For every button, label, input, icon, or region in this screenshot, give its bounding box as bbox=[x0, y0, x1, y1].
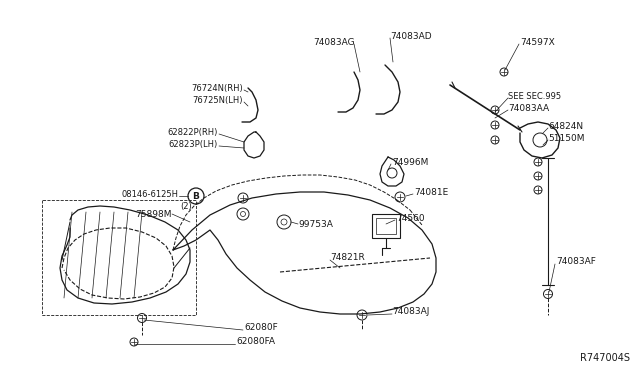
Text: 74083AD: 74083AD bbox=[390, 32, 431, 41]
Text: 51150M: 51150M bbox=[548, 134, 584, 142]
Text: 62080FA: 62080FA bbox=[236, 337, 275, 346]
Text: SEE SEC.995: SEE SEC.995 bbox=[508, 92, 561, 100]
Text: 74083AJ: 74083AJ bbox=[392, 308, 429, 317]
Text: B: B bbox=[193, 192, 200, 201]
Text: 74996M: 74996M bbox=[392, 157, 428, 167]
Text: (2): (2) bbox=[180, 202, 192, 211]
Text: 99753A: 99753A bbox=[298, 219, 333, 228]
Text: 74821R: 74821R bbox=[330, 253, 365, 263]
Bar bbox=[372, 214, 400, 238]
Text: 74083AA: 74083AA bbox=[508, 103, 549, 112]
Text: 08146-6125H: 08146-6125H bbox=[121, 189, 178, 199]
Text: R747004S: R747004S bbox=[580, 353, 630, 363]
Bar bbox=[376, 218, 396, 234]
Text: 75898M: 75898M bbox=[136, 209, 172, 218]
Text: 74083AG: 74083AG bbox=[314, 38, 355, 46]
Text: 76724N(RH): 76724N(RH) bbox=[191, 83, 243, 93]
Text: 62080F: 62080F bbox=[244, 324, 278, 333]
Text: 74081E: 74081E bbox=[414, 187, 448, 196]
Text: 62822P(RH): 62822P(RH) bbox=[168, 128, 218, 137]
Text: 74560: 74560 bbox=[396, 214, 424, 222]
Text: 74083AF: 74083AF bbox=[556, 257, 596, 266]
Text: 74597X: 74597X bbox=[520, 38, 555, 46]
Text: 64824N: 64824N bbox=[548, 122, 583, 131]
Text: 76725N(LH): 76725N(LH) bbox=[193, 96, 243, 105]
Text: 62823P(LH): 62823P(LH) bbox=[169, 140, 218, 148]
